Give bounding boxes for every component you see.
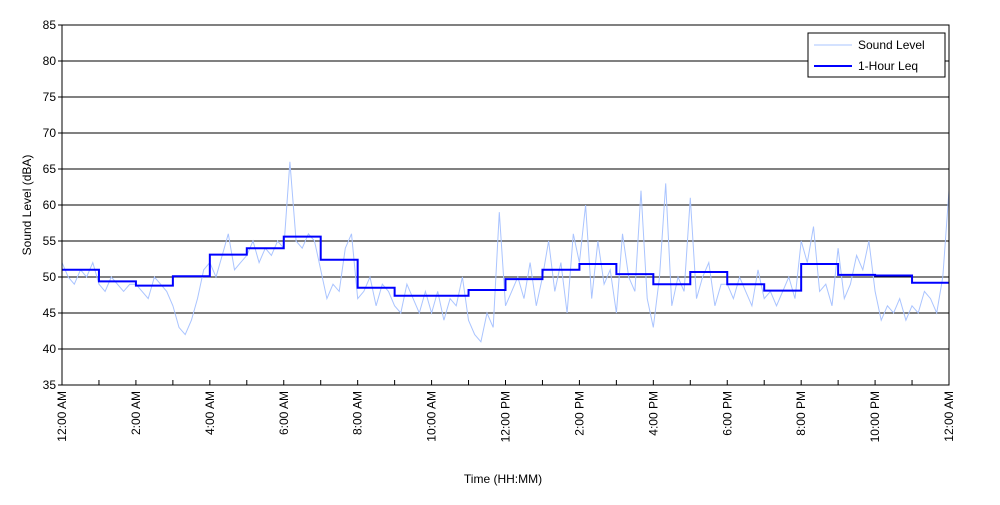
y-tick-label: 65 [43,162,57,176]
y-axis-label: Sound Level (dBA) [20,155,34,256]
x-tick-label: 12:00 AM [55,391,69,442]
x-tick-label: 2:00 AM [129,391,143,435]
legend-label-sound-level: Sound Level [858,38,925,52]
x-tick-label: 6:00 AM [277,391,291,435]
y-tick-label: 55 [43,234,57,248]
series-layer [61,161,950,343]
x-tick-label: 4:00 AM [203,391,217,435]
axes: 35 40 45 50 55 60 65 70 75 80 85 12:00 AM 2:00 AM 4:0… [43,18,956,442]
x-tick-label: 2:00 PM [572,391,586,436]
y-tick-label: 45 [43,306,57,320]
x-tick-label: 6:00 PM [720,391,734,436]
series-sound-level-line [61,161,950,343]
y-tick-label: 50 [43,270,57,284]
y-tick-label: 85 [43,18,57,32]
legend-box [807,32,946,78]
x-tick-label: 12:00 AM [942,391,956,442]
y-tick-label: 75 [43,90,57,104]
legend-label-leq: 1-Hour Leq [858,59,918,73]
x-tick-label: 8:00 PM [794,391,808,436]
y-tick-label: 70 [43,126,57,140]
y-tick-label: 80 [43,54,57,68]
x-tick-label: 12:00 PM [499,391,513,442]
series-leq-line [62,235,949,297]
x-axis-label: Time (HH:MM) [464,472,542,486]
x-tick-label: 8:00 AM [351,391,365,435]
y-tick-label: 40 [43,342,57,356]
x-tick-label: 10:00 PM [868,391,882,442]
x-tick-label: 4:00 PM [646,391,660,436]
y-tick-label: 60 [43,198,57,212]
legend: Sound Level 1-Hour Leq [807,32,946,78]
x-tick-label: 10:00 AM [425,391,439,442]
y-tick-label: 35 [43,378,57,392]
